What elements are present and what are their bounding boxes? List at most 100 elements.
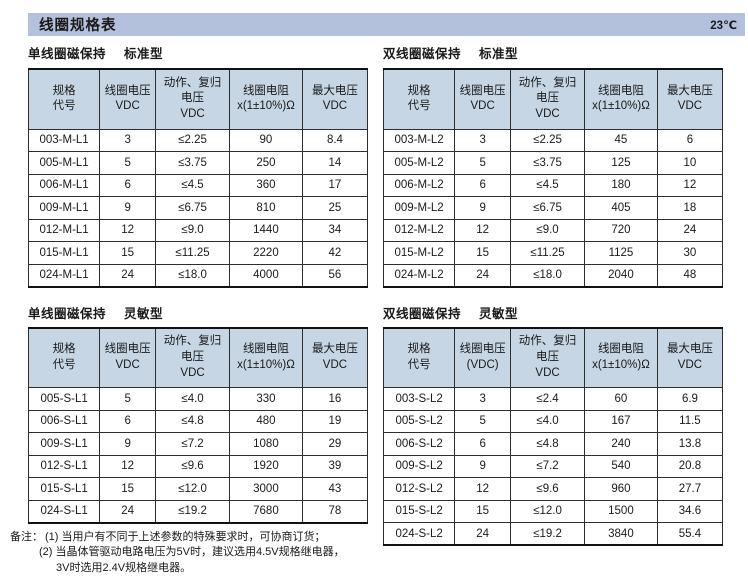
- column-header: 线圈电压 VDC: [100, 69, 156, 129]
- table-cell: 56: [302, 264, 367, 287]
- column-header: 最大电压 VDC: [657, 69, 722, 129]
- column-header: 规格 代号: [384, 69, 455, 129]
- table-cell: ≤12.0: [511, 500, 585, 523]
- temperature-label: 23℃: [710, 18, 737, 32]
- column-header: 动作、复归 电压 VDC: [511, 69, 585, 129]
- table-cell: 20.8: [657, 455, 722, 478]
- table-cell: 9: [100, 197, 156, 220]
- table-cell: 17: [302, 174, 367, 197]
- table-cell: 005-S-L2: [384, 410, 455, 433]
- table-cell: 6: [455, 174, 511, 197]
- table-cell: 25: [302, 197, 367, 220]
- section-variant: 标准型: [479, 47, 518, 61]
- title-bar: 线圈规格表 23℃: [28, 13, 745, 36]
- table-cell: ≤4.5: [156, 174, 230, 197]
- table-cell: 006-M-L1: [29, 174, 100, 197]
- table-cell: 6: [657, 129, 722, 152]
- table-cell: 006-S-L1: [29, 410, 100, 433]
- table-cell: ≤11.25: [511, 242, 585, 265]
- table-cell: 006-S-L2: [384, 433, 455, 456]
- table-cell: 12: [100, 219, 156, 242]
- table-cell: 39: [302, 455, 367, 478]
- table-cell: 1125: [585, 242, 658, 265]
- table-cell: 15: [455, 500, 511, 523]
- table-cell: 480: [230, 410, 303, 433]
- section-heading-double-standard: 双线圈磁保持标准型: [383, 43, 723, 62]
- table-cell: 5: [100, 152, 156, 175]
- table-cell: ≤9.0: [156, 219, 230, 242]
- table-cell: 10: [657, 152, 722, 175]
- table-cell: 24: [100, 264, 156, 287]
- table-cell: ≤4.5: [511, 174, 585, 197]
- column-header: 线圈电阻 x(1±10%)Ω: [585, 328, 658, 388]
- section-heading-double-sensitive: 双线圈磁保持灵敏型: [383, 303, 723, 322]
- table-cell: ≤12.0: [156, 478, 230, 501]
- table-cell: ≤4.8: [511, 433, 585, 456]
- table-cell: 30: [657, 242, 722, 265]
- table-cell: ≤19.2: [511, 523, 585, 546]
- column-header: 线圈电阻 x(1±10%)Ω: [230, 328, 303, 388]
- table-cell: 015-S-L2: [384, 500, 455, 523]
- table-cell: 5: [455, 152, 511, 175]
- column-header: 动作、复归 电压 VDC: [156, 69, 230, 129]
- section-variant: 灵敏型: [479, 307, 518, 321]
- table-cell: 2040: [585, 264, 658, 287]
- table-cell: ≤18.0: [156, 264, 230, 287]
- section-variant: 灵敏型: [124, 307, 163, 321]
- table-cell: 6: [100, 174, 156, 197]
- notes: 备注：(1) 当用户有不同于上述参数的特殊要求时，可协商订货； (2) 当晶体管…: [10, 530, 380, 577]
- column-header: 线圈电阻 x(1±10%)Ω: [230, 69, 303, 129]
- note-line: 备注：(1) 当用户有不同于上述参数的特殊要求时，可协商订货；: [10, 530, 380, 546]
- table-cell: 6: [100, 410, 156, 433]
- table-cell: 34: [302, 219, 367, 242]
- table-cell: 24: [657, 219, 722, 242]
- table-cell: 13.8: [657, 433, 722, 456]
- table-cell: 015-S-L1: [29, 478, 100, 501]
- column-header: 规格 代号: [29, 69, 100, 129]
- table-cell: ≤9.6: [511, 478, 585, 501]
- column-header: 动作、复归 电压 VDC: [511, 328, 585, 388]
- table-cell: 90: [230, 129, 303, 152]
- column-header: 动作、复归 电压 VDC: [156, 328, 230, 388]
- table-cell: 12: [455, 219, 511, 242]
- table-cell: 45: [585, 129, 658, 152]
- table-cell: 5: [100, 388, 156, 411]
- table-cell: 167: [585, 410, 658, 433]
- table-cell: 12: [455, 478, 511, 501]
- table-cell: 3: [100, 129, 156, 152]
- table-cell: 19: [302, 410, 367, 433]
- table-cell: 60: [585, 388, 658, 411]
- table-cell: ≤3.75: [156, 152, 230, 175]
- section-name: 单线圈磁保持: [28, 47, 106, 61]
- table-cell: 15: [100, 242, 156, 265]
- table-cell: 720: [585, 219, 658, 242]
- table-cell: 1920: [230, 455, 303, 478]
- column-header: 线圈电压 VDC: [455, 69, 511, 129]
- table-cell: ≤2.4: [511, 388, 585, 411]
- table-cell: ≤4.0: [511, 410, 585, 433]
- column-header: 最大电压 VDC: [302, 328, 367, 388]
- table-cell: 14: [302, 152, 367, 175]
- table-cell: 009-M-L2: [384, 197, 455, 220]
- table-cell: ≤2.25: [511, 129, 585, 152]
- table-cell: 9: [455, 455, 511, 478]
